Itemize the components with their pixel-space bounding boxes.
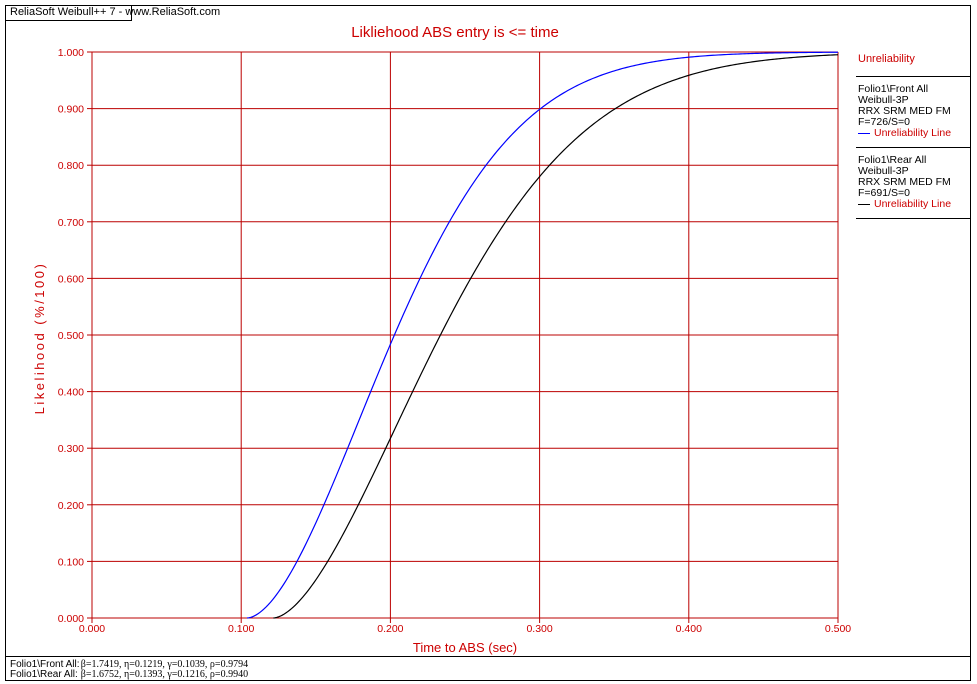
footer-parameters: Folio1\Front All: β=1.7419, η=0.1219, γ=… xyxy=(10,660,248,680)
x-tick-label: 0.000 xyxy=(79,623,105,635)
y-tick-label: 0.700 xyxy=(58,217,84,229)
footer-row-rear: Folio1\Rear All: β=1.6752, η=0.1393, γ=0… xyxy=(10,670,248,680)
legend-swatch-black xyxy=(858,204,870,205)
footer-folio: Folio1\Rear All: xyxy=(10,669,78,680)
legend-model: Weibull-3P xyxy=(858,94,909,106)
series-line-front xyxy=(246,51,839,619)
x-tick-label: 0.300 xyxy=(526,623,552,635)
y-tick-label: 0.500 xyxy=(58,330,84,342)
y-tick-label: 0.900 xyxy=(58,104,84,116)
y-tick-label: 0.400 xyxy=(58,387,84,399)
y-tick-label: 1.000 xyxy=(58,47,84,59)
legend-line-row: Unreliability Line xyxy=(858,128,951,139)
y-tick-label: 0.000 xyxy=(58,613,84,625)
legend-method: RRX SRM MED FM xyxy=(858,176,951,188)
grid xyxy=(91,51,839,619)
y-tick-label: 0.600 xyxy=(58,273,84,285)
y-tick-label: 0.100 xyxy=(58,556,84,568)
legend-counts: F=726/S=0 xyxy=(858,116,910,128)
x-axis-ticks: 0.000 0.100 0.200 0.300 0.400 0.500 xyxy=(79,618,851,635)
legend-line-label: Unreliability Line xyxy=(874,198,952,210)
y-tick-label: 0.300 xyxy=(58,443,84,455)
x-tick-label: 0.500 xyxy=(825,623,851,635)
legend-entry-front: Folio1\Front All Weibull-3P RRX SRM MED … xyxy=(858,84,951,139)
legend-counts: F=691/S=0 xyxy=(858,187,910,199)
legend-divider xyxy=(856,147,970,148)
legend-folio: Folio1\Front All xyxy=(858,83,929,95)
header-divider-vertical xyxy=(131,5,132,21)
legend-title: Unreliability xyxy=(858,53,915,65)
plot-frame xyxy=(5,5,971,681)
x-tick-label: 0.100 xyxy=(228,623,254,635)
app-header: ReliaSoft Weibull++ 7 - www.ReliaSoft.co… xyxy=(10,6,221,18)
y-axis-label: Likelihood (%/100) xyxy=(32,262,47,415)
legend-model: Weibull-3P xyxy=(858,165,909,177)
footer-row-front: Folio1\Front All: β=1.7419, η=0.1219, γ=… xyxy=(10,660,248,670)
legend-divider xyxy=(856,76,970,77)
legend-swatch-blue xyxy=(858,133,870,134)
legend-divider xyxy=(856,218,970,219)
series-lines xyxy=(246,51,839,619)
series-line-rear xyxy=(273,54,839,619)
legend-line-row: Unreliability Line xyxy=(858,199,951,210)
y-tick-label: 0.200 xyxy=(58,500,84,512)
x-axis-label: Time to ABS (sec) xyxy=(413,640,517,655)
legend-method: RRX SRM MED FM xyxy=(858,105,951,117)
chart-title: Likliehood ABS entry is <= time xyxy=(351,24,559,41)
footer-params: β=1.7419, η=0.1219, γ=0.1039, ρ=0.9794 xyxy=(80,659,249,670)
legend-folio: Folio1\Rear All xyxy=(858,154,927,166)
header-divider xyxy=(5,20,132,21)
y-tick-label: 0.800 xyxy=(58,160,84,172)
x-tick-label: 0.200 xyxy=(377,623,403,635)
legend-entry-rear: Folio1\Rear All Weibull-3P RRX SRM MED F… xyxy=(858,155,951,210)
x-tick-label: 0.400 xyxy=(676,623,702,635)
footer-folio: Folio1\Front All: xyxy=(10,659,80,670)
legend-line-label: Unreliability Line xyxy=(874,127,952,139)
footer-divider xyxy=(5,656,971,657)
y-axis-ticks: 0.000 0.100 0.200 0.300 0.400 0.500 0.600 0.700… xyxy=(58,47,92,625)
footer-params: β=1.6752, η=0.1393, γ=0.1216, ρ=0.9940 xyxy=(80,669,249,680)
